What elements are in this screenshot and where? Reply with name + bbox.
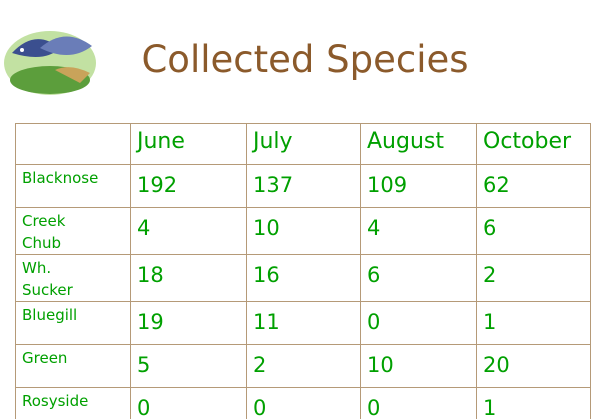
value-cell: 16 <box>246 254 361 302</box>
data-row: Blacknose 192 137 109 62 <box>15 164 591 208</box>
value-cell: 5 <box>130 344 247 388</box>
data-row: Bluegill 19 11 0 1 <box>15 301 591 345</box>
corner-cell <box>15 123 131 165</box>
column-header: October <box>476 123 591 165</box>
row-label-cell: Rosyside <box>15 387 131 419</box>
value-cell: 0 <box>246 387 361 419</box>
value-cell: 137 <box>246 164 361 208</box>
row-label-cell: Blacknose <box>15 164 131 208</box>
fish-icon <box>4 31 96 95</box>
value-cell: 109 <box>360 164 477 208</box>
row-label: Wh. Sucker <box>22 259 73 299</box>
species-table: June July August October Blacknose 192 137 109 6… <box>15 123 591 419</box>
row-label-cell: Bluegill <box>15 301 131 345</box>
data-row: Wh. Sucker 18 16 6 2 <box>15 254 591 302</box>
value-cell: 18 <box>130 254 247 302</box>
data-row: Rosyside 0 0 0 1 <box>15 387 591 419</box>
value-cell: 6 <box>476 207 591 255</box>
value-cell: 2 <box>246 344 361 388</box>
value-cell: 0 <box>130 387 247 419</box>
row-label-cell: Wh. Sucker <box>15 254 131 302</box>
value-cell: 1 <box>476 301 591 345</box>
row-label: Green <box>22 349 68 367</box>
row-label-cell: Creek Chub <box>15 207 131 255</box>
value-cell: 2 <box>476 254 591 302</box>
column-header: July <box>246 123 361 165</box>
value-cell: 6 <box>360 254 477 302</box>
row-label: Blacknose <box>22 169 99 187</box>
data-row: Creek Chub 4 10 4 6 <box>15 207 591 255</box>
header-row: June July August October <box>15 123 591 165</box>
value-cell: 1 <box>476 387 591 419</box>
column-header: June <box>130 123 247 165</box>
value-cell: 11 <box>246 301 361 345</box>
row-label: Rosyside <box>22 392 89 410</box>
value-cell: 10 <box>360 344 477 388</box>
row-label-cell: Green <box>15 344 131 388</box>
value-cell: 0 <box>360 387 477 419</box>
value-cell: 4 <box>360 207 477 255</box>
data-row: Green 5 2 10 20 <box>15 344 591 388</box>
value-cell: 19 <box>130 301 247 345</box>
row-label: Creek Chub <box>22 212 66 252</box>
value-cell: 20 <box>476 344 591 388</box>
value-cell: 4 <box>130 207 247 255</box>
value-cell: 0 <box>360 301 477 345</box>
value-cell: 192 <box>130 164 247 208</box>
value-cell: 10 <box>246 207 361 255</box>
row-label: Bluegill <box>22 306 78 324</box>
column-header: August <box>360 123 477 165</box>
title: Collected Species <box>141 38 469 81</box>
value-cell: 62 <box>476 164 591 208</box>
